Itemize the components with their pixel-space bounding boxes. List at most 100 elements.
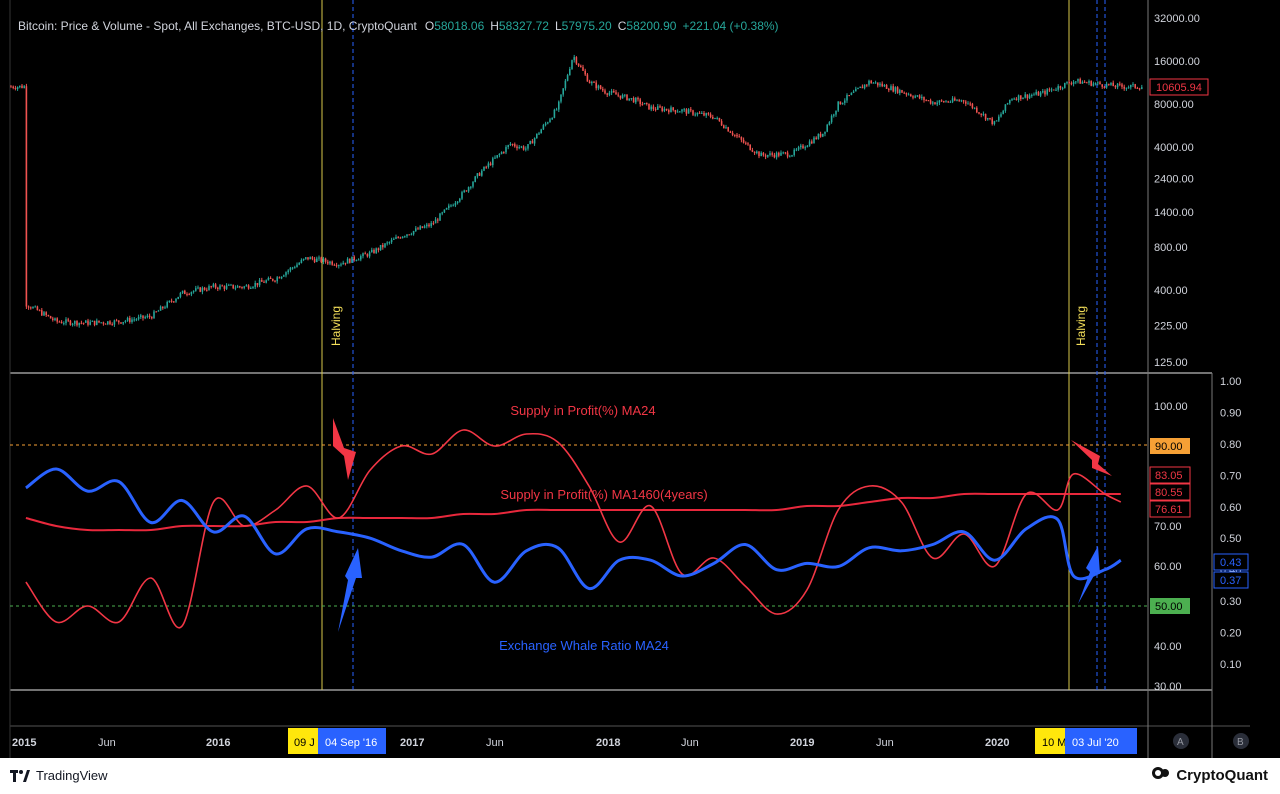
price-candle <box>522 146 525 150</box>
price-candle <box>991 118 993 125</box>
price-candle <box>844 100 846 103</box>
price-candle <box>558 101 560 110</box>
price-candle <box>331 261 333 265</box>
ohlc-low: 57975.20 <box>562 19 612 33</box>
price-candle <box>1057 86 1059 90</box>
price-candle <box>670 107 672 113</box>
price-candle <box>797 147 800 150</box>
price-candle <box>793 149 795 156</box>
price-candle <box>1130 84 1132 88</box>
time-highlight-2b: 03 Jul '20 <box>1072 737 1119 749</box>
price-candle <box>206 289 208 291</box>
price-candle <box>395 237 397 239</box>
price-candle <box>804 147 806 149</box>
price-candle <box>87 320 89 325</box>
price-candle <box>230 284 232 286</box>
price-candle <box>496 155 498 158</box>
price-candle <box>155 311 157 313</box>
price-candle <box>1035 91 1037 95</box>
price-candle <box>170 300 173 302</box>
price-candle <box>932 102 934 104</box>
price-candle <box>340 264 342 266</box>
price-candle <box>1077 79 1079 82</box>
time-label: Jun <box>876 737 894 749</box>
price-candle <box>305 257 307 259</box>
price-candle <box>1044 91 1046 95</box>
price-candle <box>520 146 523 148</box>
price-candle <box>582 67 584 71</box>
price-tick-label: 32000.00 <box>1154 13 1200 25</box>
price-candle <box>474 176 476 182</box>
price-candle <box>595 82 597 89</box>
price-candle <box>252 286 254 288</box>
price-candle <box>868 80 870 85</box>
sip-ma24-annotation: Supply in Profit(%) MA24 <box>510 403 655 418</box>
price-candle <box>168 300 171 302</box>
price-candle <box>1070 83 1073 85</box>
badge-sip-ma24-bg <box>1149 466 1191 484</box>
price-candle <box>239 286 241 288</box>
price-candle <box>65 319 67 324</box>
price-candle <box>357 259 360 261</box>
time-label: 2018 <box>596 737 620 749</box>
price-candle <box>423 226 426 228</box>
price-candle <box>984 113 987 120</box>
price-candle <box>630 98 633 100</box>
price-candle <box>613 90 615 93</box>
price-candle <box>973 107 976 109</box>
price-candle <box>1081 81 1084 84</box>
price-candle <box>124 320 127 322</box>
price-candle <box>896 87 899 94</box>
price-candle <box>485 166 487 168</box>
price-candle <box>327 261 329 264</box>
price-candle <box>597 85 600 89</box>
price-candle <box>38 310 41 312</box>
price-candle <box>173 301 175 303</box>
price-candle <box>397 237 399 239</box>
red-arrow-1 <box>333 418 356 480</box>
price-candle <box>723 125 725 129</box>
right-tick-label: 0.20 <box>1220 628 1241 640</box>
price-candle <box>34 306 36 308</box>
right-tick-label: 0.70 <box>1220 470 1241 482</box>
price-candle <box>267 277 270 281</box>
badge-other-bg <box>1149 500 1191 518</box>
price-candle <box>1092 83 1095 86</box>
price-candle <box>437 219 439 221</box>
price-candle <box>184 290 186 295</box>
price-candle <box>822 133 824 137</box>
price-candle <box>470 186 472 188</box>
price-candle <box>1028 95 1031 99</box>
price-candle <box>247 285 250 289</box>
badge-sip-ma1460: 80.55 <box>1155 487 1183 499</box>
price-candle <box>549 119 551 123</box>
price-candle <box>265 280 267 283</box>
price-candle <box>593 81 595 83</box>
price-candle <box>344 262 347 264</box>
scale-b-button[interactable] <box>1233 733 1249 749</box>
price-candle <box>164 307 166 309</box>
price-candle <box>261 280 263 282</box>
price-candle <box>802 145 804 149</box>
red-arrow-2 <box>1071 440 1112 476</box>
badge-whale-2: 0.37 <box>1220 575 1241 587</box>
price-candle <box>965 101 967 104</box>
price-candle <box>989 117 991 119</box>
price-candle <box>1037 91 1040 96</box>
price-candle <box>386 242 388 244</box>
price-candle <box>962 100 965 102</box>
tradingview-logo[interactable]: TradingView <box>10 768 108 783</box>
ohlc-high: 58327.72 <box>499 19 549 33</box>
price-candle <box>811 141 813 144</box>
blue-arrow-2 <box>1078 546 1100 604</box>
price-candle <box>806 145 809 148</box>
price-candle <box>1072 81 1075 84</box>
scale-auto-button[interactable] <box>1173 733 1189 749</box>
price-candle <box>1011 99 1013 101</box>
price-candle <box>604 90 606 94</box>
tradingview-label: TradingView <box>36 768 108 783</box>
price-candle <box>731 132 734 135</box>
price-candle <box>835 110 837 115</box>
price-candle <box>892 86 894 92</box>
price-candle <box>483 166 485 171</box>
